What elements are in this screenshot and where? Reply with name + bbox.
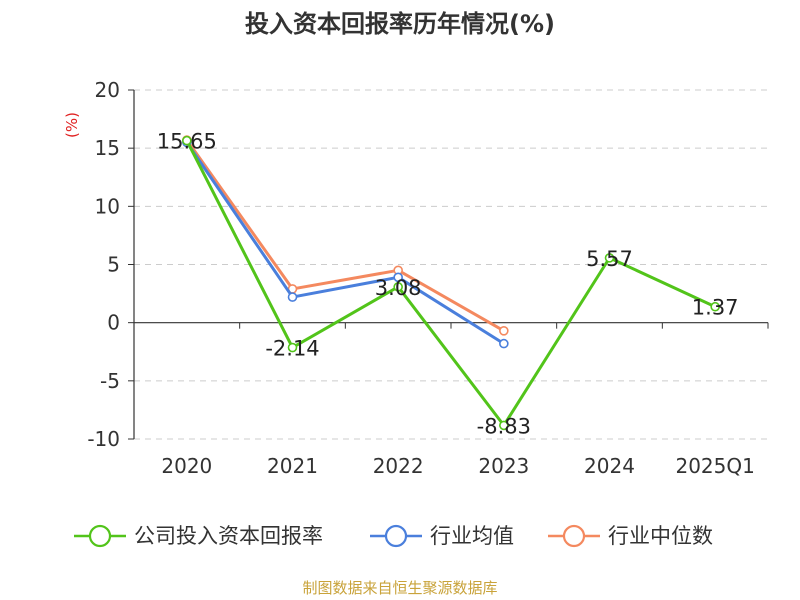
axes [128, 89, 769, 440]
y-unit-label: (%) [63, 112, 81, 138]
legend-label: 行业均值 [430, 524, 514, 548]
data-label: 5.57 [586, 247, 633, 271]
data-point [499, 420, 509, 431]
grid-lines [134, 89, 768, 440]
legend-label: 公司投入资本回报率 [134, 524, 323, 548]
data-point [287, 342, 298, 353]
legend-label: 行业中位数 [608, 524, 713, 548]
data-point [604, 253, 615, 263]
legend-item[interactable]: 行业均值 [370, 524, 514, 548]
y-tick-label: 20 [95, 78, 120, 102]
data-point [393, 272, 403, 283]
series-line [185, 139, 716, 427]
data-point [393, 282, 403, 292]
data-label: 15.65 [157, 130, 217, 154]
series-line [185, 141, 505, 345]
y-tick-label: 10 [95, 194, 120, 218]
data-labels: 15.65 -2.14 3.08 -8.83 5.57 1.37 [157, 130, 739, 439]
legend-item[interactable]: 公司投入资本回报率 [74, 524, 323, 548]
x-tick-labels: 2020 2021 2022 2023 2024 2025Q1 [161, 454, 754, 478]
y-tick-label: -5 [100, 369, 120, 393]
x-tick-label: 2021 [267, 454, 318, 478]
data-point [499, 338, 509, 349]
data-point [182, 135, 192, 146]
series-line [185, 139, 505, 333]
chart-title: 投入资本回报率历年情况(%) [245, 10, 555, 38]
x-tick-label: 2023 [478, 454, 529, 478]
data-point [287, 292, 298, 302]
x-tick-label: 2025Q1 [675, 454, 754, 478]
y-tick-label: 15 [95, 136, 120, 160]
x-tick-label: 2022 [373, 454, 424, 478]
legend-item[interactable]: 行业中位数 [548, 524, 713, 548]
legend-swatch-marker [384, 524, 408, 548]
legend-swatch-marker [88, 524, 112, 548]
data-label: -8.83 [477, 414, 531, 438]
legend-swatch-marker [562, 524, 586, 548]
legend[interactable]: 公司投入资本回报率 行业均值 行业中位数 [74, 524, 713, 548]
data-point [499, 326, 509, 336]
data-label: 3.08 [375, 276, 422, 300]
y-tick-labels: 20 15 10 5 0 -5 -10 [87, 78, 120, 451]
data-label: -2.14 [265, 337, 319, 361]
y-tick-label: -10 [87, 427, 120, 451]
y-tick-label: 5 [107, 253, 120, 277]
x-tick-label: 2024 [584, 454, 635, 478]
data-label: 1.37 [692, 296, 739, 320]
y-tick-label: 0 [107, 311, 120, 335]
data-point [710, 301, 720, 312]
series-layer [182, 135, 720, 431]
source-note: 制图数据来自恒生聚源数据库 [302, 579, 497, 597]
x-tick-label: 2020 [161, 454, 212, 478]
